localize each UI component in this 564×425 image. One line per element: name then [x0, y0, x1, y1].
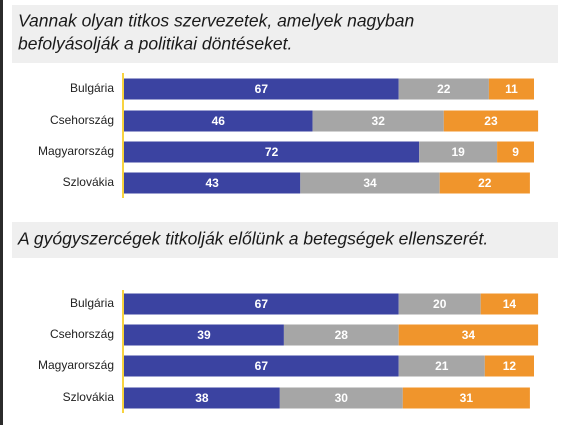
bar-segment — [312, 110, 444, 132]
value-label: 30 — [335, 391, 349, 405]
bar-segment — [398, 355, 485, 377]
value-label: 22 — [437, 82, 451, 96]
value-label: 12 — [503, 359, 517, 373]
value-label: 72 — [265, 145, 279, 159]
bar-segment — [402, 387, 530, 409]
chart-title: Vannak olyan titkos szervezetek, amelyek… — [18, 11, 414, 31]
bar-segment — [124, 172, 301, 194]
bar-segment — [124, 141, 420, 163]
bar-segment — [124, 387, 280, 409]
value-label: 21 — [435, 359, 449, 373]
category-label: Csehország — [50, 113, 114, 127]
value-label: 22 — [478, 176, 492, 190]
category-label: Szlovákia — [63, 390, 115, 404]
value-label: 38 — [195, 391, 209, 405]
category-label: Magyarország — [38, 358, 114, 372]
value-label: 31 — [460, 391, 474, 405]
value-label: 9 — [512, 145, 519, 159]
bar-segment — [124, 110, 313, 132]
value-label: 28 — [335, 328, 349, 342]
category-label: Csehország — [50, 327, 114, 341]
category-label: Bulgária — [70, 81, 114, 95]
value-label: 14 — [503, 297, 517, 311]
value-label: 34 — [462, 328, 476, 342]
chart-title: befolyásolják a politikai döntéseket. — [18, 34, 292, 54]
title-band — [12, 5, 558, 63]
value-label: 11 — [505, 82, 518, 96]
bar-segment — [419, 141, 498, 163]
bar-segment — [300, 172, 440, 194]
bar-segment — [484, 355, 534, 377]
bar-segment — [124, 78, 399, 100]
value-label: 46 — [212, 114, 226, 128]
category-label: Szlovákia — [63, 175, 115, 189]
value-label: 39 — [197, 328, 211, 342]
bar-segment — [124, 293, 399, 315]
bar-segment — [439, 172, 530, 194]
bar-segment — [124, 324, 284, 346]
value-label: 67 — [255, 359, 269, 373]
category-label: Bulgária — [70, 296, 114, 310]
bar-segment — [398, 324, 539, 346]
bar-segment — [279, 387, 403, 409]
bar-segment — [443, 110, 539, 132]
bar-segment — [398, 293, 481, 315]
value-label: 34 — [363, 176, 377, 190]
title-band — [12, 222, 558, 258]
value-label: 67 — [255, 297, 269, 311]
value-label: 32 — [372, 114, 386, 128]
value-label: 67 — [255, 82, 269, 96]
left-border — [0, 0, 3, 425]
bar-segment — [283, 324, 399, 346]
category-label: Magyarország — [38, 144, 114, 158]
value-label: 19 — [451, 145, 465, 159]
bar-segment — [488, 78, 534, 100]
value-label: 23 — [484, 114, 498, 128]
value-label: 20 — [433, 297, 447, 311]
bar-segment — [480, 293, 539, 315]
bar-segment — [398, 78, 489, 100]
bar-segment — [497, 141, 534, 163]
value-label: 43 — [205, 176, 219, 190]
chart-title: A gyógyszercégek titkolják előlünk a bet… — [17, 229, 488, 249]
bar-segment — [124, 355, 399, 377]
